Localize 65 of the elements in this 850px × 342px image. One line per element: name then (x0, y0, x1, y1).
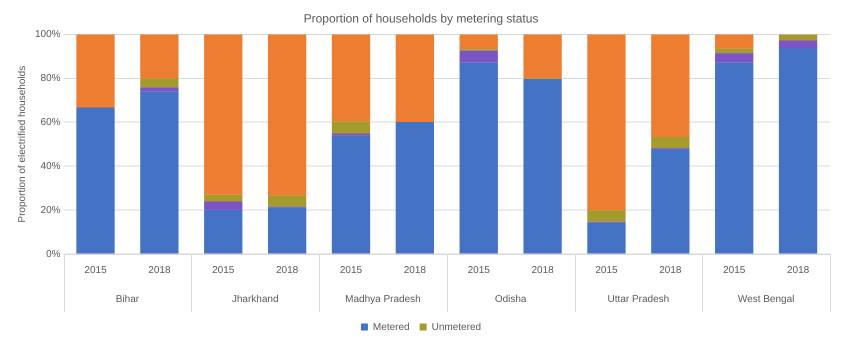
legend-label: Unmetered (432, 322, 482, 333)
bar (396, 34, 434, 122)
y-tick-label: 20% (40, 204, 61, 216)
x-tick-label: 2018 (531, 264, 554, 276)
bar (778, 40, 818, 48)
legend-label: Metered (372, 322, 410, 333)
bar (396, 122, 434, 254)
chart-title: Proportion of households by metering status (304, 12, 538, 26)
x-tick-label: 2018 (786, 264, 810, 276)
bar (523, 78, 562, 254)
text: Madhya Pradesh (345, 294, 421, 305)
bar (76, 108, 115, 254)
y-tick-label: 100% (35, 29, 61, 40)
bar (204, 202, 242, 210)
bar (204, 34, 242, 195)
bar (715, 48, 754, 54)
bar (587, 222, 626, 254)
x-tick-label: 2015 (468, 264, 490, 276)
text: Bihar (116, 294, 140, 305)
bar (715, 53, 754, 63)
x-tick-label: 2018 (404, 264, 426, 276)
bar (651, 34, 690, 137)
x-tick-label: 2018 (148, 264, 171, 276)
bar (140, 92, 179, 254)
bar (140, 87, 179, 92)
bar (460, 34, 498, 50)
bar (332, 121, 370, 134)
y-tick-label: 60% (40, 116, 61, 128)
bar (140, 78, 179, 88)
x-tick-label: 2015 (84, 264, 108, 276)
bar (651, 149, 690, 254)
y-tick-label: 80% (40, 73, 61, 84)
bar (587, 34, 626, 210)
bar (715, 34, 754, 49)
x-tick-label: 2018 (659, 264, 682, 276)
bar (332, 133, 370, 136)
text: Uttar Pradesh (608, 294, 670, 305)
bar (778, 48, 818, 254)
x-tick-label: 2015 (723, 264, 746, 276)
bar (715, 62, 754, 254)
bar (332, 136, 370, 254)
text: Odisha (494, 294, 527, 305)
x-tick-label: 2018 (276, 264, 299, 276)
y-axis-title: Proportion of electrified households (16, 66, 28, 223)
bar (332, 34, 370, 122)
x-tick-label: 2015 (212, 264, 235, 276)
text: West Bengal (738, 294, 794, 305)
bar (268, 208, 306, 254)
bar (204, 194, 242, 202)
bar (204, 210, 242, 254)
bar (651, 136, 690, 148)
bar (460, 50, 498, 63)
bar (268, 34, 306, 196)
bar (140, 34, 179, 78)
bar (76, 34, 115, 108)
bar (587, 210, 626, 222)
x-tick-label: 2015 (595, 264, 618, 276)
bar (523, 34, 562, 78)
text: Jharkhand (232, 294, 279, 305)
bar (460, 62, 498, 254)
bar (778, 34, 818, 41)
y-tick-label: 0% (46, 248, 61, 260)
bar (268, 195, 306, 207)
y-tick-label: 40% (40, 160, 61, 172)
x-tick-label: 2015 (340, 264, 363, 276)
